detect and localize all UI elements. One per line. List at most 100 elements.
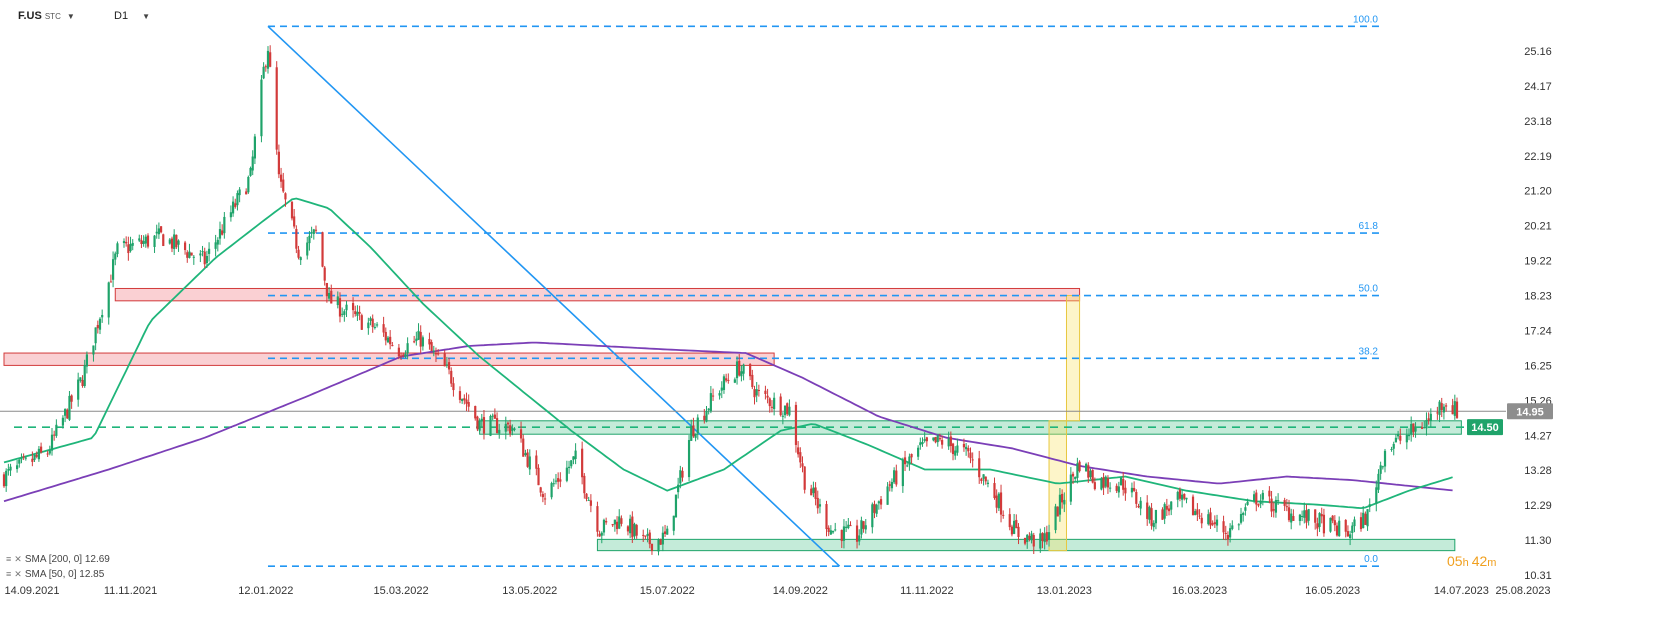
candle-up — [1242, 512, 1245, 515]
candle-down — [1196, 509, 1199, 515]
candle-up — [369, 318, 372, 321]
candle-up — [875, 504, 878, 514]
candle-down — [1287, 507, 1291, 521]
candle-up — [308, 235, 311, 244]
candle-down — [1222, 521, 1225, 533]
candle-up — [552, 483, 555, 485]
candle-down — [1285, 506, 1288, 508]
close-icon[interactable]: ✕ — [14, 569, 22, 579]
candle-up — [1353, 519, 1356, 527]
candle-up — [489, 415, 492, 436]
menu-icon[interactable]: ≡ — [6, 569, 12, 579]
candle-up — [718, 393, 721, 396]
candle-down — [827, 527, 830, 533]
candle-down — [598, 533, 601, 537]
legend-sma200[interactable]: ≡ ✕ SMA [200, 0] 12.69 — [6, 554, 110, 565]
symbol-selector[interactable]: F.US STC ▼ — [18, 10, 75, 22]
candle-down — [413, 341, 416, 343]
candle-up — [155, 231, 158, 234]
candle-up — [858, 535, 861, 542]
candle-down — [399, 355, 403, 357]
chevron-down-icon: ▼ — [142, 12, 150, 21]
candle-up — [1377, 473, 1380, 490]
candle-up — [386, 337, 390, 343]
candle-up — [1013, 520, 1016, 534]
candle-down — [537, 467, 540, 486]
candle-up — [375, 324, 379, 326]
candle-down — [650, 543, 654, 551]
candle-down — [354, 311, 357, 315]
candle-down — [330, 290, 333, 304]
candle-up — [932, 437, 935, 441]
candle-down — [221, 230, 224, 235]
candle-down — [1427, 418, 1430, 421]
candle-up — [679, 470, 682, 484]
candle-up — [1076, 463, 1079, 478]
x-tick-label: 14.07.2023 — [1434, 585, 1489, 597]
candle-up — [199, 253, 202, 256]
candle-down — [543, 498, 547, 500]
candle-down — [840, 529, 843, 542]
candle-up — [94, 327, 97, 344]
candle-down — [22, 456, 25, 458]
candle-up — [528, 456, 531, 470]
candle-down — [1316, 523, 1319, 529]
candle-down — [895, 470, 898, 485]
candle-down — [967, 448, 970, 452]
candle-down — [452, 383, 455, 391]
candle-up — [77, 379, 80, 400]
candle-up — [834, 529, 837, 531]
candle-up — [129, 243, 132, 252]
legend-sma50[interactable]: ≡ ✕ SMA [50, 0] 12.85 — [6, 569, 104, 580]
candle-up — [1176, 491, 1179, 500]
candle-down — [993, 483, 996, 499]
candle-up — [694, 433, 697, 438]
candle-down — [1331, 515, 1334, 521]
candle-up — [666, 528, 669, 535]
candle-down — [1440, 403, 1443, 410]
candle-up — [173, 234, 176, 249]
candle-down — [938, 438, 942, 440]
candle-down — [127, 244, 130, 254]
candle-down — [1320, 514, 1323, 517]
candle-up — [633, 523, 636, 537]
candle-up — [116, 243, 119, 255]
candle-down — [183, 242, 187, 251]
menu-icon[interactable]: ≡ — [6, 554, 12, 564]
candle-down — [794, 404, 798, 445]
candle-down — [434, 353, 438, 355]
candle-down — [371, 318, 374, 328]
candle-down — [751, 374, 754, 388]
interval-selector[interactable]: D1 ▼ — [114, 10, 150, 22]
candle-down — [1292, 516, 1295, 521]
candle-up — [986, 482, 990, 484]
candle-down — [611, 524, 614, 526]
candle-up — [877, 501, 880, 504]
y-tick-label: 22.19 — [1524, 151, 1552, 163]
candle-down — [338, 298, 342, 317]
candle-up — [310, 232, 313, 234]
candle-down — [642, 534, 645, 536]
close-icon[interactable]: ✕ — [14, 554, 22, 564]
candle-up — [345, 304, 348, 311]
candle-up — [1274, 499, 1278, 513]
candle-up — [111, 259, 115, 280]
candle-down — [284, 193, 287, 200]
candle-down — [509, 425, 512, 434]
candle-up — [709, 393, 712, 412]
candle-up — [901, 459, 904, 487]
candle-down — [631, 516, 634, 538]
candle-down — [277, 151, 280, 175]
candle-up — [1130, 487, 1134, 493]
candle-down — [1041, 532, 1044, 541]
candle-down — [66, 409, 69, 419]
candle-down — [314, 229, 318, 231]
candle-down — [799, 452, 802, 463]
candle-down — [559, 479, 562, 482]
candle-up — [1069, 474, 1072, 502]
candle-down — [1045, 532, 1048, 542]
candle-down — [162, 234, 165, 246]
sma-200-line — [3, 341, 1453, 503]
